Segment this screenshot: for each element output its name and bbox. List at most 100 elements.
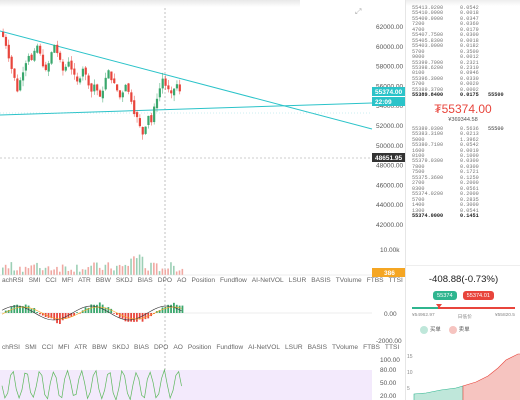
volume-bar — [153, 262, 155, 275]
bid-row[interactable]: 55375.3600 0.1250 — [412, 174, 479, 181]
indicator-tab-lower-11[interactable]: Fundflow — [216, 344, 244, 351]
day-range-bar — [412, 304, 515, 309]
y-axis-label: 44000.00 — [376, 202, 403, 209]
indicator-tab-lower-15[interactable]: TVolume — [332, 344, 359, 351]
indicator-tab-2[interactable]: CCI — [45, 277, 57, 284]
y-axis-label: 54000.00 — [376, 103, 403, 110]
volume-bar — [181, 268, 184, 275]
indicator-tab-lower-13[interactable]: LSUR — [285, 344, 303, 351]
indicator-tab-lower-9[interactable]: AO — [173, 344, 183, 351]
ask-row[interactable]: 55389.3700 0.0002 — [412, 86, 479, 93]
best-ask-button[interactable]: 55374.01 — [462, 291, 494, 300]
bid-row[interactable]: 5700 0.2835 — [412, 196, 479, 203]
indicator-tab-lower-0[interactable]: chRSI — [2, 344, 20, 351]
bid-row[interactable]: 2700 0.2000 — [412, 180, 479, 187]
candle-body — [113, 78, 116, 84]
indicator-tab-lower-16[interactable]: FTBS — [363, 344, 380, 351]
ask-row[interactable]: 55413.0200 0.0542 — [412, 5, 479, 11]
bid-row[interactable]: 5000 1.3962 — [412, 136, 479, 143]
candle-body — [175, 84, 179, 89]
indicator-tab-5[interactable]: BBW — [95, 277, 111, 284]
volume-bar — [124, 264, 127, 275]
last-price-cny: ¥369344.58 — [448, 116, 478, 123]
indicator-tab-11[interactable]: Fundflow — [220, 277, 247, 284]
indicator-tab-14[interactable]: BASIS — [311, 277, 331, 284]
macd-bar — [161, 307, 164, 313]
ask-row[interactable]: 55389.8400 0.0175 55500 — [412, 92, 504, 99]
candle-body — [144, 126, 147, 134]
ask-row[interactable]: 55396.3000 0.0330 — [412, 75, 479, 82]
chart-area[interactable]: ⤢ 62000.00 60000.00 58000.00 56000.00 54000.… — [0, 0, 405, 400]
bid-row[interactable]: 55389.0300 0.5636 55500 — [412, 125, 504, 132]
candle-body — [87, 75, 90, 86]
indicator-tab-lower-14[interactable]: BASIS — [307, 344, 328, 351]
indicator-tab-7[interactable]: BIAS — [137, 277, 153, 284]
indicator-tab-4[interactable]: ATR — [78, 277, 91, 284]
bid-row[interactable]: 55380.7100 0.0542 — [412, 142, 479, 149]
fullscreen-icon[interactable]: ⤢ — [355, 7, 362, 16]
indicator-tab-lower-2[interactable]: CCI — [41, 344, 54, 351]
ask-row[interactable]: 55407.7500 0.0300 — [412, 32, 479, 39]
indicator-tab-16[interactable]: FTBS — [366, 277, 384, 284]
ask-row[interactable]: 5700 0.0020 — [412, 81, 479, 88]
ask-row[interactable]: 0100 0.0946 — [412, 70, 479, 77]
macd-bar — [16, 304, 19, 313]
indicator-tab-1[interactable]: SMI — [28, 277, 41, 284]
candle-body — [127, 83, 130, 92]
candle-body — [41, 54, 45, 67]
bid-row[interactable]: 55383.3100 0.0213 — [412, 131, 479, 138]
ask-row[interactable]: 55405.8300 0.0018 — [412, 37, 479, 44]
bid-row[interactable]: 0100 0.1000 — [412, 152, 479, 159]
bid-row[interactable]: 55379.0300 0.0300 — [412, 158, 479, 165]
indicator-tab-lower-4[interactable]: ATR — [74, 344, 88, 351]
indicator-tab-lower-3[interactable]: MFI — [58, 344, 70, 351]
indicator-tab-lower-5[interactable]: BBW — [92, 344, 108, 351]
bid-row[interactable]: 7800 0.0300 — [412, 163, 479, 170]
bid-row[interactable]: 7500 0.1721 — [412, 169, 479, 176]
ask-row[interactable]: 5700 0.3500 — [412, 48, 479, 55]
indicator-tab-lower-12[interactable]: AI-NetVOL — [248, 344, 280, 351]
ask-row[interactable]: 55398.6200 0.2310 — [412, 64, 479, 71]
indicator-tab-10[interactable]: Position — [191, 277, 215, 284]
volume-bar — [138, 254, 141, 275]
rsi-axis-label: 50.00 — [380, 380, 397, 387]
indicator-tab-6[interactable]: SKDJ — [115, 277, 133, 284]
candle-body — [2, 31, 5, 37]
bid-row[interactable]: 1600 0.0019 — [412, 147, 479, 154]
indicator-tab-lower-1[interactable]: SMI — [24, 344, 37, 351]
bid-row[interactable]: 0300 0.0561 — [412, 185, 479, 192]
price-chart-svg[interactable]: 62000.00 60000.00 58000.00 56000.00 54000.00… — [0, 0, 405, 400]
bid-row[interactable]: 55374.0000 0.1451 — [412, 212, 479, 219]
candle-body — [39, 45, 42, 54]
indicator-tab-lower-17[interactable]: TTSI — [384, 344, 400, 351]
best-bid-button[interactable]: 55374 — [433, 291, 457, 300]
indicator-tab-17[interactable]: TTSI — [388, 277, 403, 284]
indicator-tab-8[interactable]: DPO — [157, 277, 172, 284]
indicator-tab-13[interactable]: LSUR — [288, 277, 307, 284]
indicator-tab-lower-10[interactable]: Position — [187, 344, 212, 351]
macd-axis-zero: 0.00 — [384, 311, 397, 318]
volume-bar — [104, 264, 107, 275]
current-price-tag-bg — [372, 87, 405, 96]
indicator-tab-9[interactable]: AO — [177, 277, 187, 284]
candle-body — [101, 90, 104, 99]
ask-row[interactable]: 55410.0900 0.0018 — [412, 10, 479, 17]
ask-row[interactable]: 55399.7000 0.2321 — [412, 59, 479, 66]
ask-row[interactable]: 9000 0.0012 — [412, 54, 479, 61]
indicator-tab-12[interactable]: AI-NetVOL — [251, 277, 284, 284]
indicator-tab-3[interactable]: MFI — [61, 277, 74, 284]
bid-row[interactable]: 1300 0.0541 — [412, 207, 479, 214]
bid-row[interactable]: 1400 0.3000 — [412, 202, 479, 209]
ask-row[interactable]: 55409.9900 0.0347 — [412, 15, 479, 22]
bid-row[interactable]: 55374.0200 0.2000 — [412, 191, 479, 198]
indicator-tab-lower-8[interactable]: DPO — [154, 344, 169, 351]
ask-row[interactable]: 7200 0.0360 — [412, 21, 479, 28]
ask-row[interactable]: 4700 0.0179 — [412, 26, 479, 33]
macd-bar — [141, 313, 144, 322]
indicator-tab-lower-7[interactable]: BIAS — [134, 344, 150, 351]
candle-body — [135, 112, 139, 118]
indicator-tab-0[interactable]: achRSI — [2, 277, 24, 284]
indicator-tab-lower-6[interactable]: SKDJ — [112, 344, 130, 351]
ask-row[interactable]: 55403.0000 0.0182 — [412, 43, 479, 50]
indicator-tab-15[interactable]: TVolume — [335, 277, 362, 284]
